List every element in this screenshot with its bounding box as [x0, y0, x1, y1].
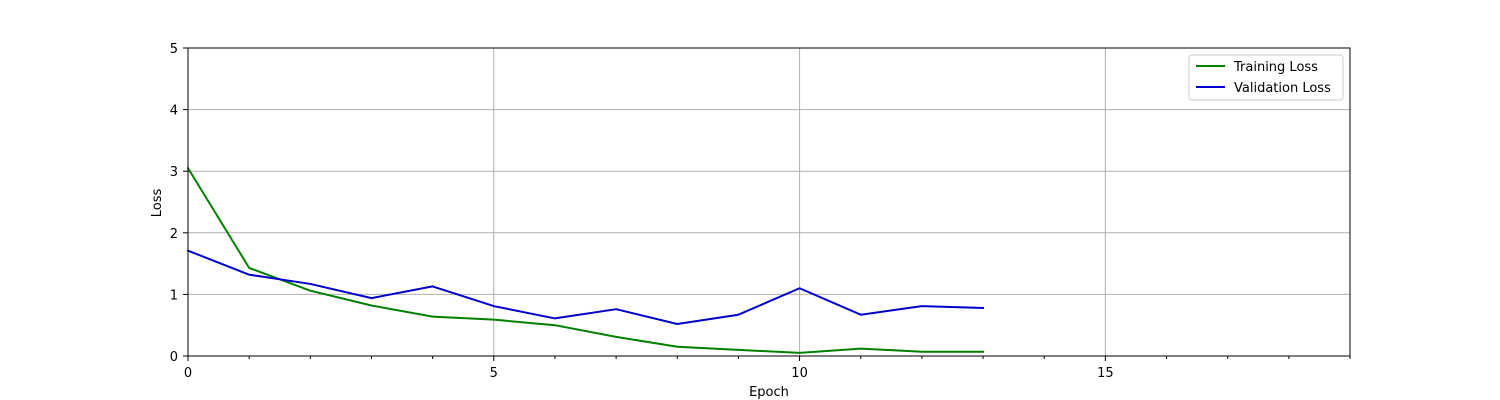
legend-label-training: Training Loss [1233, 60, 1318, 75]
axis-ticks: 0 5 10 15 0 1 2 3 4 5 [170, 42, 1351, 381]
training-loss-line [186, 166, 985, 354]
x-tick-label: 10 [791, 366, 808, 381]
plot-frame [187, 47, 1351, 357]
x-axis-label: Epoch [749, 385, 789, 400]
series-group [186, 166, 985, 354]
y-tick-label: 5 [170, 42, 178, 57]
legend-label-validation: Validation Loss [1234, 81, 1331, 96]
y-tick-label: 2 [170, 227, 178, 242]
y-tick-label: 0 [170, 350, 178, 365]
y-tick-label: 3 [170, 165, 178, 180]
legend: Training Loss Validation Loss [1188, 54, 1344, 101]
y-tick-label: 4 [170, 104, 178, 119]
y-axis-label: Loss [150, 189, 165, 218]
validation-loss-line [186, 249, 985, 325]
x-tick-label: 15 [1097, 366, 1114, 381]
y-tick-label: 1 [170, 288, 178, 303]
grid [188, 48, 1350, 356]
x-tick-label: 0 [184, 366, 192, 381]
legend-box [1188, 54, 1344, 101]
x-tick-label: 5 [490, 366, 498, 381]
